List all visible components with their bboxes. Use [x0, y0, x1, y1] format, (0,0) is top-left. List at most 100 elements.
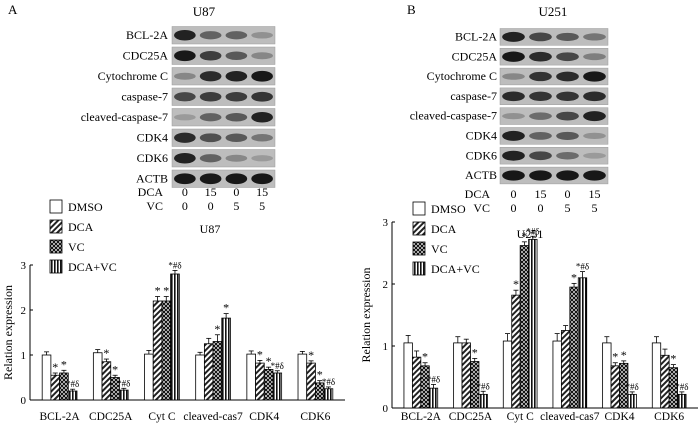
bar-dmso-cdc25a: [453, 342, 463, 409]
blot-strip-bcl-2a: [499, 28, 609, 46]
bar-dca-bcl-2a: [411, 356, 422, 409]
category-label-cdc25a: CDC25A: [449, 411, 493, 423]
blot-strip-caspase-7: [499, 87, 609, 105]
bar-dmso-bcl-2a: [41, 354, 52, 401]
blot-band: [583, 33, 606, 41]
blot-band: [502, 73, 525, 80]
blot-band: [251, 91, 273, 102]
blot-band: [174, 173, 196, 185]
protein-label-cdk6: CDK6: [466, 148, 497, 162]
blot-band: [251, 173, 273, 185]
bar-dca-vc-bcl-2a: [428, 387, 439, 409]
significance-mark: *#δ: [626, 382, 639, 392]
bar-vc-cleaved-cas7: [212, 341, 223, 401]
blot-band: [502, 91, 525, 102]
y-tick-label: 2: [383, 279, 389, 291]
significance-mark: *#δ: [271, 361, 284, 371]
blot-band: [251, 112, 273, 123]
significance-mark: *: [214, 322, 220, 336]
blot-band: [583, 71, 606, 82]
category-label-cdc25a: CDC25A: [89, 411, 133, 423]
significance-mark: *#δ: [526, 226, 539, 236]
significance-mark: *: [163, 284, 169, 298]
blot-strip-cytochrome-c: [171, 67, 276, 86]
blot-band: [529, 112, 552, 120]
blot-strip-actb: [171, 169, 276, 188]
blot-band: [251, 70, 273, 82]
condition-value: 5: [259, 199, 265, 213]
significance-mark: *: [257, 347, 263, 361]
blot-band: [529, 131, 552, 140]
blot-strip-caspase-7: [171, 87, 276, 106]
blot-band: [174, 72, 196, 80]
bar-dca-cdk4: [255, 362, 265, 401]
condition-label-vc: VC: [473, 201, 490, 215]
legend-swatch-dmso: [49, 199, 63, 214]
condition-value: 15: [535, 187, 547, 201]
legend-label-dca-vc: DCA+VC: [68, 260, 117, 274]
blot-band: [502, 112, 525, 120]
legend-label-vc: VC: [431, 242, 448, 256]
significance-mark: *: [670, 352, 676, 366]
bar-vc-cyt-c: [161, 300, 172, 401]
condition-label-dca: DCA: [138, 185, 164, 199]
bar-vc-cdk4: [263, 368, 274, 401]
protein-label-caspase-7: caspase-7: [450, 89, 497, 103]
significance-mark: *#δ: [322, 377, 335, 387]
western-blot-panel-u251: B U251 BCL-2A CDC25A Cytochrome C caspase-7…: [407, 2, 609, 215]
blot-band: [583, 53, 606, 61]
significance-mark: *: [223, 301, 229, 315]
y-axis-label: Relation expression: [1, 285, 15, 380]
y-tick-label: 2: [21, 305, 27, 317]
chart-title-u251: U251: [517, 227, 544, 241]
protein-label-cytochrome-c: Cytochrome C: [98, 69, 168, 83]
blot-band: [529, 151, 552, 161]
blot-band: [502, 51, 525, 62]
bar-dmso-cyt-c: [502, 340, 513, 409]
blot-title-u251: U251: [539, 4, 568, 19]
category-label-bcl-2a: BCL-2A: [401, 411, 442, 423]
blot-band: [225, 71, 248, 82]
protein-label-caspase-7: caspase-7: [121, 89, 168, 103]
protein-label-bcl-2a: BCL-2A: [126, 28, 168, 42]
blot-strip-cleaved-caspase-7: [499, 107, 609, 125]
protein-label-cdc25a: CDC25A: [123, 48, 169, 62]
condition-value: 15: [589, 187, 601, 201]
significance-mark: *: [112, 362, 118, 376]
blot-band: [174, 92, 196, 102]
blot-band: [174, 132, 196, 143]
protein-label-cleaved-caspase-7: cleaved-caspase-7: [81, 110, 168, 124]
significance-mark: *: [308, 348, 314, 362]
blot-band: [556, 131, 579, 140]
legend-swatch-dmso: [412, 201, 426, 216]
bar-dca-vc-bcl-2a: [67, 390, 78, 401]
blot-band: [199, 31, 222, 40]
blot-strip-cytochrome-c: [499, 67, 609, 86]
legend-label-dca-vc: DCA+VC: [431, 262, 480, 276]
blot-band: [556, 91, 579, 101]
significance-mark: *: [61, 357, 67, 371]
legend-swatch-vc: [412, 241, 426, 256]
bar-dca-vc-cyt-c: [528, 238, 538, 409]
significance-mark: *#δ: [168, 260, 181, 270]
y-tick-label: 0: [383, 403, 389, 415]
blot-band: [529, 71, 552, 82]
significance-mark: *: [571, 270, 577, 284]
y-tick-label: 3: [383, 217, 389, 229]
blot-band: [225, 173, 248, 185]
bar-dca-cdk4: [610, 365, 620, 409]
blot-band: [251, 155, 273, 162]
blot-band: [225, 112, 248, 122]
bar-dca-vc-cleaved-cas7: [577, 277, 588, 409]
panel-label-b: B: [407, 2, 416, 17]
blot-title-u87: U87: [193, 4, 216, 19]
blot-band: [199, 91, 222, 102]
significance-mark: *: [317, 368, 323, 382]
significance-mark: *#δ: [427, 374, 440, 384]
category-label-cyt-c: Cyt C: [148, 411, 175, 423]
bar-dca-vc-cyt-c: [170, 273, 180, 401]
blot-band: [174, 114, 196, 121]
bar-dca-vc-cdk6: [323, 388, 334, 401]
